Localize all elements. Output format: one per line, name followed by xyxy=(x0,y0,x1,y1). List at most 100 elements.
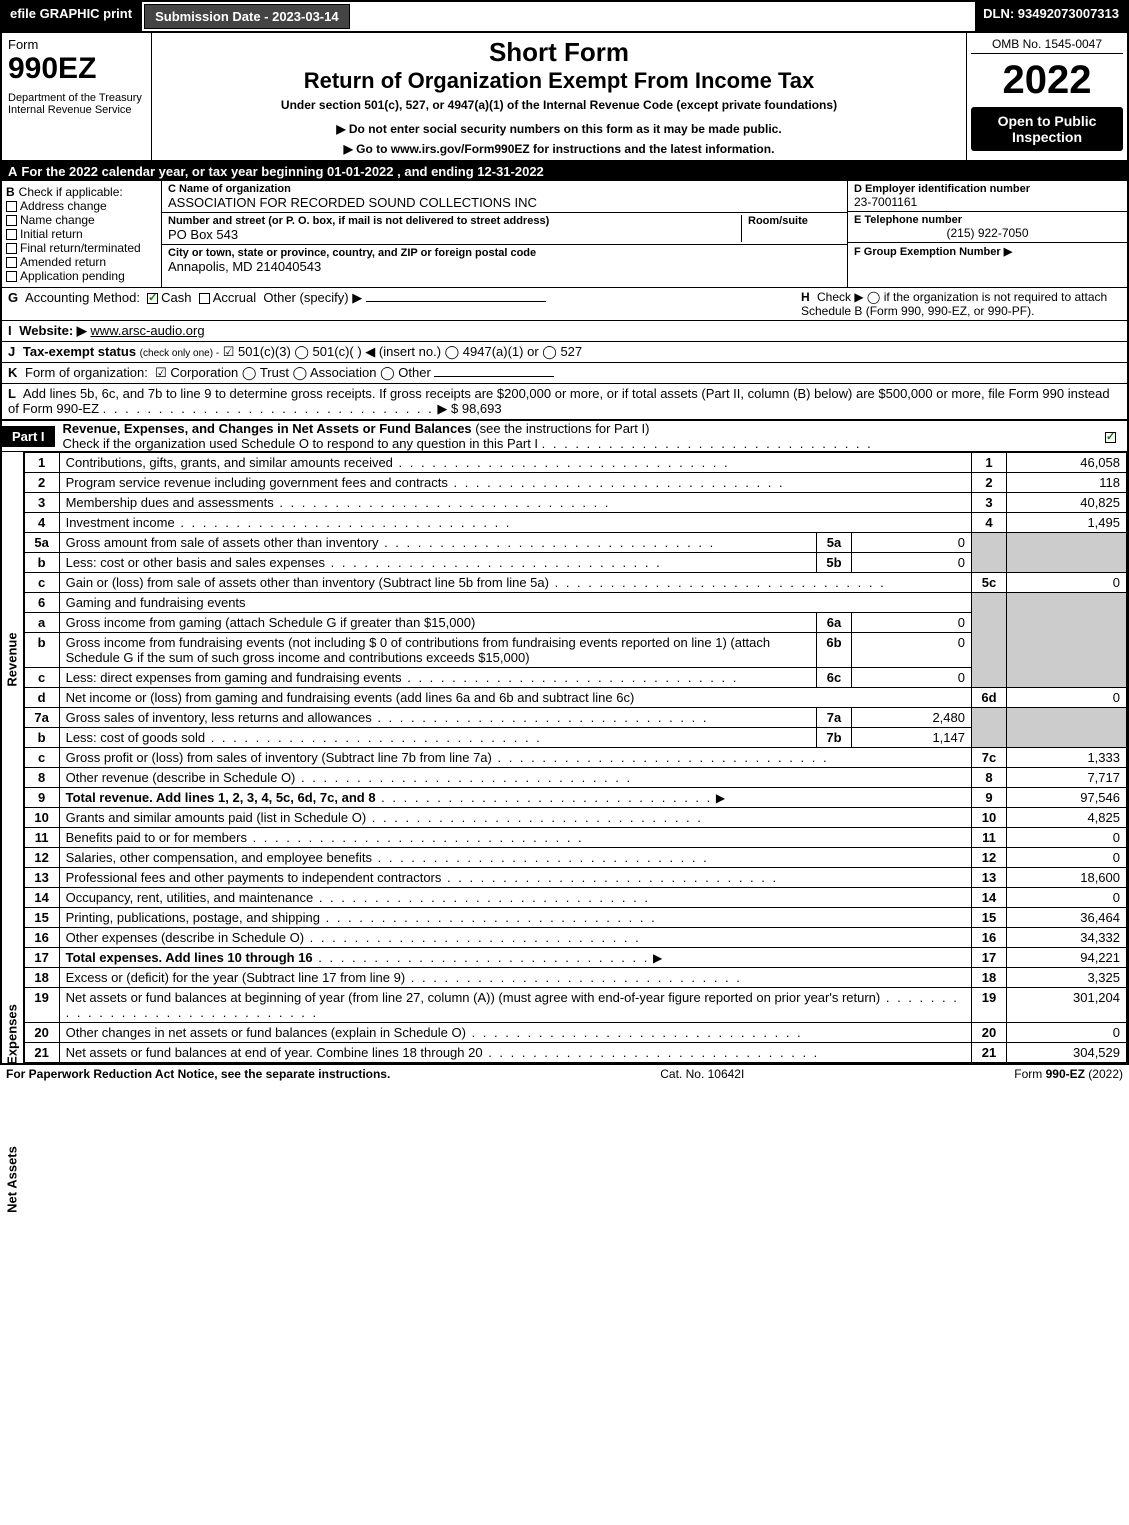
line-6b-subnum: 6b xyxy=(817,633,852,668)
line-7b-subnum: 7b xyxy=(817,728,852,748)
line-6a-subamt: 0 xyxy=(852,613,972,633)
line-17-num: 17 xyxy=(24,948,59,968)
part-i-hint: (see the instructions for Part I) xyxy=(475,421,649,436)
short-form-title: Short Form xyxy=(156,37,962,68)
b-opt-amended: Amended return xyxy=(20,255,106,269)
line-9-desc: Total revenue. Add lines 1, 2, 3, 4, 5c,… xyxy=(66,790,376,805)
k-opts: ☑ Corporation ◯ Trust ◯ Association ◯ Ot… xyxy=(155,365,431,380)
d-label: D Employer identification number xyxy=(854,183,1121,195)
line-7c-num: c xyxy=(24,748,59,768)
line-6c-desc: Less: direct expenses from gaming and fu… xyxy=(66,670,402,685)
line-5c-ref: 5c xyxy=(972,573,1007,593)
footer-right: Form 990-EZ (2022) xyxy=(1014,1067,1123,1081)
g-label: Accounting Method: xyxy=(25,290,140,305)
line-17-ref: 17 xyxy=(972,948,1007,968)
line-13-amt: 18,600 xyxy=(1007,868,1127,888)
c-name-label: C Name of organization xyxy=(168,183,841,195)
line-8-num: 8 xyxy=(24,768,59,788)
line-16-desc: Other expenses (describe in Schedule O) xyxy=(66,930,304,945)
top-bar: efile GRAPHIC print Submission Date - 20… xyxy=(2,2,1127,33)
b-opt-pending: Application pending xyxy=(20,269,125,283)
line-5a-num: 5a xyxy=(24,533,59,553)
line-6d-amt: 0 xyxy=(1007,688,1127,708)
line-12-ref: 12 xyxy=(972,848,1007,868)
c-addr-label: Number and street (or P. O. box, if mail… xyxy=(168,215,741,227)
i-label: Website: ▶ xyxy=(19,323,87,338)
line-19-desc: Net assets or fund balances at beginning… xyxy=(66,990,881,1005)
tax-year: 2022 xyxy=(971,58,1123,103)
line-3-ref: 3 xyxy=(972,493,1007,513)
line-3-desc: Membership dues and assessments xyxy=(66,495,274,510)
line-16-ref: 16 xyxy=(972,928,1007,948)
line-12-amt: 0 xyxy=(1007,848,1127,868)
line-5c-amt: 0 xyxy=(1007,573,1127,593)
line-12-desc: Salaries, other compensation, and employ… xyxy=(66,850,372,865)
line-17-desc: Total expenses. Add lines 10 through 16 xyxy=(66,950,313,965)
line-8-desc: Other revenue (describe in Schedule O) xyxy=(66,770,296,785)
subtitle: Under section 501(c), 527, or 4947(a)(1)… xyxy=(156,98,962,112)
line-20-desc: Other changes in net assets or fund bala… xyxy=(66,1025,466,1040)
h-text: Check ▶ ◯ if the organization is not req… xyxy=(801,290,1107,318)
footer-left: For Paperwork Reduction Act Notice, see … xyxy=(6,1067,390,1081)
j-label: Tax-exempt status xyxy=(23,344,136,359)
b-label: Check if applicable: xyxy=(19,185,123,199)
line-4-num: 4 xyxy=(24,513,59,533)
submission-date: Submission Date - 2023-03-14 xyxy=(144,4,350,29)
line-6d-ref: 6d xyxy=(972,688,1007,708)
line-1-amt: 46,058 xyxy=(1007,453,1127,473)
line-20-ref: 20 xyxy=(972,1023,1007,1043)
line-4-desc: Investment income xyxy=(66,515,175,530)
line-6d-desc: Net income or (loss) from gaming and fun… xyxy=(66,690,635,705)
line-18-num: 18 xyxy=(24,968,59,988)
omb-number: OMB No. 1545-0047 xyxy=(971,37,1123,54)
line-5a-subnum: 5a xyxy=(817,533,852,553)
dln-label: DLN: 93492073007313 xyxy=(975,2,1127,31)
line-21-desc: Net assets or fund balances at end of ye… xyxy=(66,1045,483,1060)
line-5c-num: c xyxy=(24,573,59,593)
side-expenses: Expenses xyxy=(5,1004,20,1065)
line-6a-subnum: 6a xyxy=(817,613,852,633)
line-6b-num: b xyxy=(24,633,59,668)
line-6b-subamt: 0 xyxy=(852,633,972,668)
form-number: 990EZ xyxy=(8,52,145,86)
website-value[interactable]: www.arsc-audio.org xyxy=(90,323,204,338)
main-title: Return of Organization Exempt From Incom… xyxy=(156,68,962,94)
org-address: PO Box 543 xyxy=(168,227,741,242)
line-14-desc: Occupancy, rent, utilities, and maintena… xyxy=(66,890,314,905)
k-label: Form of organization: xyxy=(25,365,148,380)
line-5c-desc: Gain or (loss) from sale of assets other… xyxy=(66,575,549,590)
l-amount: ▶ $ 98,693 xyxy=(437,401,501,416)
part-i-check: Check if the organization used Schedule … xyxy=(63,436,539,451)
line-6-num: 6 xyxy=(24,593,59,613)
b-opt-initial: Initial return xyxy=(20,227,83,241)
line-6d-num: d xyxy=(24,688,59,708)
line-3-amt: 40,825 xyxy=(1007,493,1127,513)
line-10-num: 10 xyxy=(24,808,59,828)
line-2-ref: 2 xyxy=(972,473,1007,493)
line-4-ref: 4 xyxy=(972,513,1007,533)
line-6-desc: Gaming and fundraising events xyxy=(66,595,246,610)
line-a: AFor the 2022 calendar year, or tax year… xyxy=(2,162,1127,181)
line-6a-num: a xyxy=(24,613,59,633)
line-9-num: 9 xyxy=(24,788,59,808)
line-12-num: 12 xyxy=(24,848,59,868)
page-footer: For Paperwork Reduction Act Notice, see … xyxy=(0,1065,1129,1083)
line-7b-subamt: 1,147 xyxy=(852,728,972,748)
side-revenue: Revenue xyxy=(5,632,20,686)
line-1-ref: 1 xyxy=(972,453,1007,473)
b-opt-name: Name change xyxy=(20,213,95,227)
line-18-desc: Excess or (deficit) for the year (Subtra… xyxy=(66,970,406,985)
form-word: Form xyxy=(8,37,145,52)
line-20-num: 20 xyxy=(24,1023,59,1043)
line-9-amt: 97,546 xyxy=(1007,788,1127,808)
line-15-desc: Printing, publications, postage, and shi… xyxy=(66,910,320,925)
line-5a-subamt: 0 xyxy=(852,533,972,553)
line-a-text: For the 2022 calendar year, or tax year … xyxy=(21,164,543,179)
dept-label: Department of the Treasury Internal Reve… xyxy=(8,92,145,116)
line-4-amt: 1,495 xyxy=(1007,513,1127,533)
line-13-num: 13 xyxy=(24,868,59,888)
line-7c-desc: Gross profit or (loss) from sales of inv… xyxy=(66,750,492,765)
line-7a-num: 7a xyxy=(24,708,59,728)
line-14-num: 14 xyxy=(24,888,59,908)
line-2-num: 2 xyxy=(24,473,59,493)
